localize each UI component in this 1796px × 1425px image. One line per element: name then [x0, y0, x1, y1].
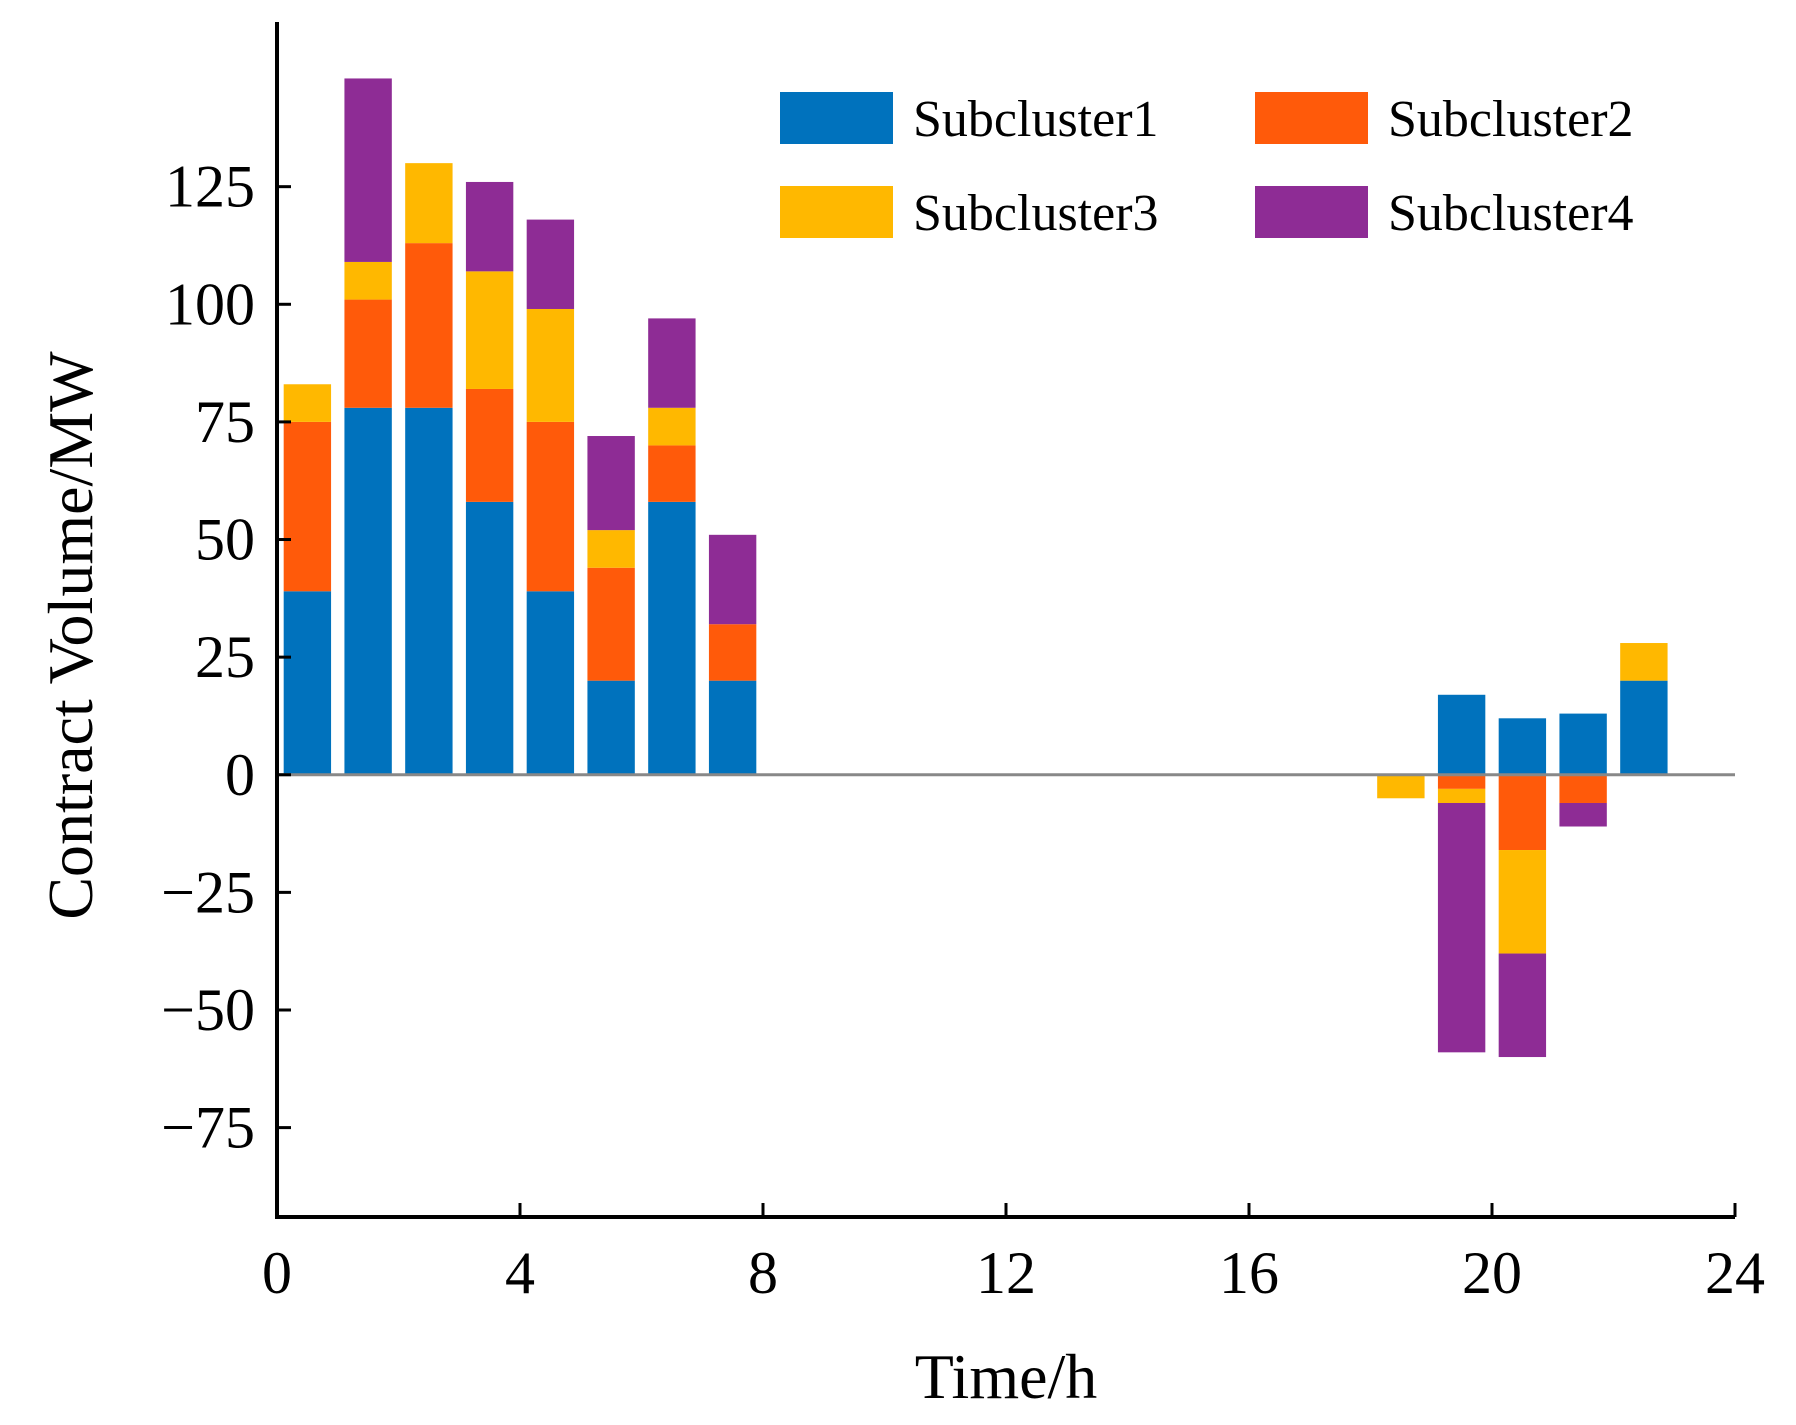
bars-group — [283, 78, 1668, 1058]
bar-subcluster1-t8 — [708, 680, 757, 775]
bar-subcluster1-t22 — [1559, 713, 1607, 775]
bar-subcluster1-t20 — [1437, 694, 1486, 775]
bar-subcluster4-t8 — [708, 534, 757, 625]
bar-subcluster4-t21 — [1498, 953, 1547, 1058]
bar-subcluster4-t5 — [526, 219, 575, 309]
bar-subcluster2-t4 — [465, 388, 514, 502]
bar-subcluster3-t19 — [1377, 774, 1425, 799]
y-ticks: −75 −50 −25 0 25 50 75 100 125 — [161, 154, 291, 1161]
legend-swatch-subcluster3 — [780, 186, 893, 238]
x-axis-title: Time/h — [915, 1341, 1098, 1412]
bar-subcluster1-t1 — [283, 591, 332, 775]
bar-subcluster2-t5 — [526, 421, 575, 592]
bar-subcluster4-t2 — [344, 78, 392, 262]
x-tick-label: 16 — [1219, 1240, 1279, 1306]
y-tick-label: 100 — [165, 271, 255, 337]
y-tick-label: 25 — [195, 624, 255, 690]
bar-subcluster4-t6 — [587, 436, 635, 531]
bar-subcluster3-t2 — [344, 261, 392, 300]
bar-subcluster1-t5 — [526, 591, 575, 775]
bar-subcluster3-t1 — [283, 384, 332, 422]
bar-subcluster3-t6 — [587, 530, 635, 568]
bar-subcluster1-t21 — [1498, 718, 1547, 775]
y-tick-label: −75 — [161, 1095, 255, 1161]
bar-subcluster3-t7 — [648, 407, 696, 446]
bar-subcluster2-t1 — [283, 421, 332, 592]
bar-subcluster2-t7 — [648, 445, 696, 502]
y-tick-label: 0 — [225, 742, 255, 808]
y-tick-label: 125 — [165, 154, 255, 220]
bar-subcluster4-t7 — [648, 318, 696, 408]
x-tick-label: 12 — [976, 1240, 1036, 1306]
x-tick-label: 0 — [262, 1240, 292, 1306]
bar-subcluster2-t8 — [708, 624, 757, 681]
legend-label-subcluster3: Subcluster3 — [913, 185, 1159, 242]
bar-subcluster1-t3 — [405, 407, 453, 775]
bar-subcluster2-t22 — [1559, 774, 1607, 803]
y-tick-label: −50 — [161, 977, 255, 1043]
bar-subcluster3-t20 — [1437, 788, 1486, 803]
bar-subcluster4-t4 — [465, 181, 514, 272]
bar-subcluster3-t23 — [1620, 643, 1668, 681]
y-axis-title: Contract Volume/MW — [35, 351, 106, 920]
legend-swatch-subcluster4 — [1255, 186, 1368, 238]
bar-subcluster3-t5 — [526, 308, 575, 422]
bar-subcluster2-t6 — [587, 567, 635, 681]
legend-swatch-subcluster2 — [1255, 92, 1368, 144]
bar-subcluster1-t6 — [587, 680, 635, 775]
bar-subcluster1-t7 — [648, 501, 696, 775]
x-tick-label: 8 — [748, 1240, 778, 1306]
bar-subcluster4-t22 — [1559, 802, 1607, 827]
bar-subcluster1-t4 — [465, 501, 514, 775]
legend-swatch-subcluster1 — [780, 92, 893, 144]
bar-subcluster2-t3 — [405, 243, 453, 408]
x-ticks: 0 4 8 12 16 20 24 — [262, 1203, 1765, 1306]
bar-subcluster2-t2 — [344, 299, 392, 408]
y-tick-label: 50 — [195, 507, 255, 573]
bar-subcluster2-t21 — [1498, 774, 1547, 851]
legend: Subcluster1 Subcluster2 Subcluster3 Subclus… — [780, 91, 1634, 242]
bar-subcluster1-t23 — [1620, 680, 1668, 775]
bar-subcluster3-t3 — [405, 163, 453, 244]
y-tick-label: 75 — [195, 389, 255, 455]
x-tick-label: 24 — [1705, 1240, 1765, 1306]
legend-label-subcluster2: Subcluster2 — [1388, 91, 1634, 148]
bar-subcluster1-t2 — [344, 407, 392, 775]
legend-label-subcluster1: Subcluster1 — [913, 91, 1159, 148]
legend-label-subcluster4: Subcluster4 — [1388, 185, 1634, 242]
x-tick-label: 20 — [1462, 1240, 1522, 1306]
bar-subcluster3-t21 — [1498, 850, 1547, 954]
bar-subcluster2-t20 — [1437, 774, 1486, 789]
bar-subcluster4-t20 — [1437, 802, 1486, 1053]
x-tick-label: 4 — [505, 1240, 535, 1306]
y-tick-label: −25 — [161, 859, 255, 925]
bar-subcluster3-t4 — [465, 271, 514, 389]
